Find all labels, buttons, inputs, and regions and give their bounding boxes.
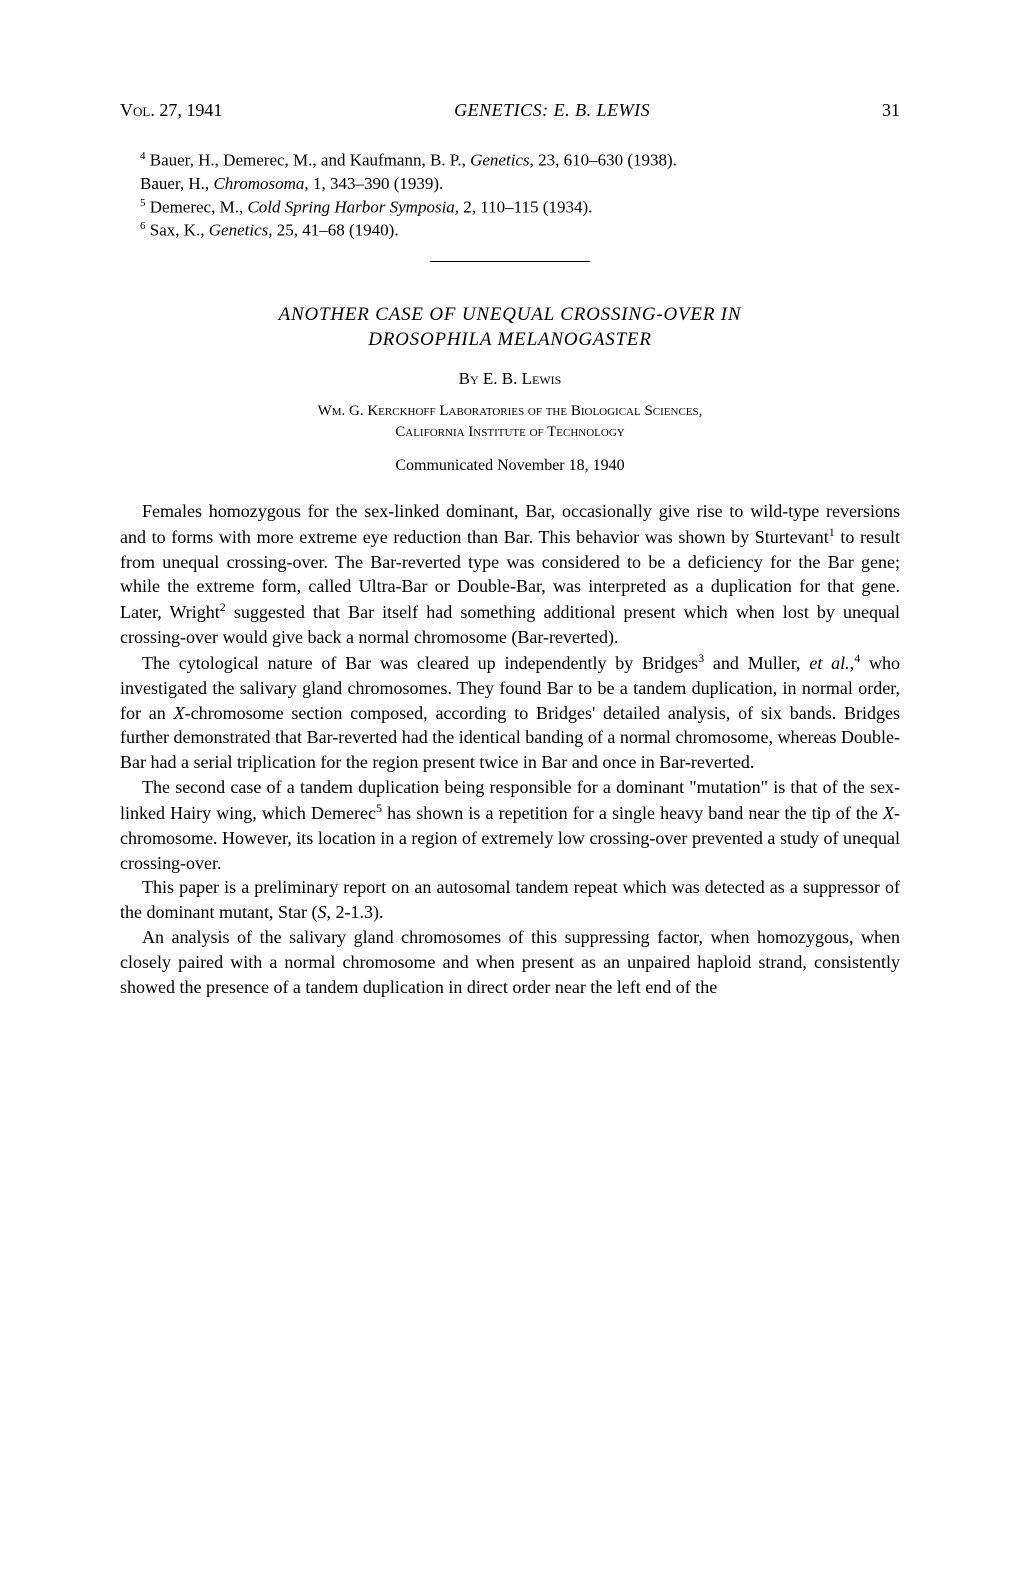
article-title: ANOTHER CASE OF UNEQUAL CROSSING-OVER IN… bbox=[120, 302, 900, 353]
footnote-4b: Bauer, H., Chromosoma, 1, 343–390 (1939)… bbox=[140, 173, 900, 196]
byline: By E. B. Lewis bbox=[120, 369, 900, 389]
communicated-date: Communicated November 18, 1940 bbox=[120, 457, 900, 475]
header-page-number: 31 bbox=[882, 100, 900, 121]
section-divider bbox=[430, 261, 590, 262]
paragraph-1: Females homozygous for the sex-linked do… bbox=[120, 499, 900, 650]
paragraph-2: The cytological nature of Bar was cleare… bbox=[120, 650, 900, 775]
affiliation: Wm. G. Kerckhoff Laboratories of the Bio… bbox=[120, 401, 900, 443]
footnotes-block: 4 Bauer, H., Demerec, M., and Kaufmann, … bbox=[140, 149, 900, 243]
author-name: E. B. Lewis bbox=[483, 369, 561, 388]
running-header: Vol. 27, 1941 GENETICS: E. B. LEWIS 31 bbox=[120, 100, 900, 121]
footnote-5: 5 Demerec, M., Cold Spring Harbor Sympos… bbox=[140, 196, 900, 220]
paragraph-4: This paper is a preliminary report on an… bbox=[120, 875, 900, 925]
footnote-6: 6 Sax, K., Genetics, 25, 41–68 (1940). bbox=[140, 219, 900, 243]
article-body: Females homozygous for the sex-linked do… bbox=[120, 499, 900, 1000]
footnote-4: 4 Bauer, H., Demerec, M., and Kaufmann, … bbox=[140, 149, 900, 173]
paragraph-5: An analysis of the salivary gland chromo… bbox=[120, 925, 900, 999]
header-volume: Vol. 27, 1941 bbox=[120, 100, 222, 121]
paragraph-3: The second case of a tandem duplication … bbox=[120, 775, 900, 875]
header-running-head: GENETICS: E. B. LEWIS bbox=[454, 100, 650, 121]
